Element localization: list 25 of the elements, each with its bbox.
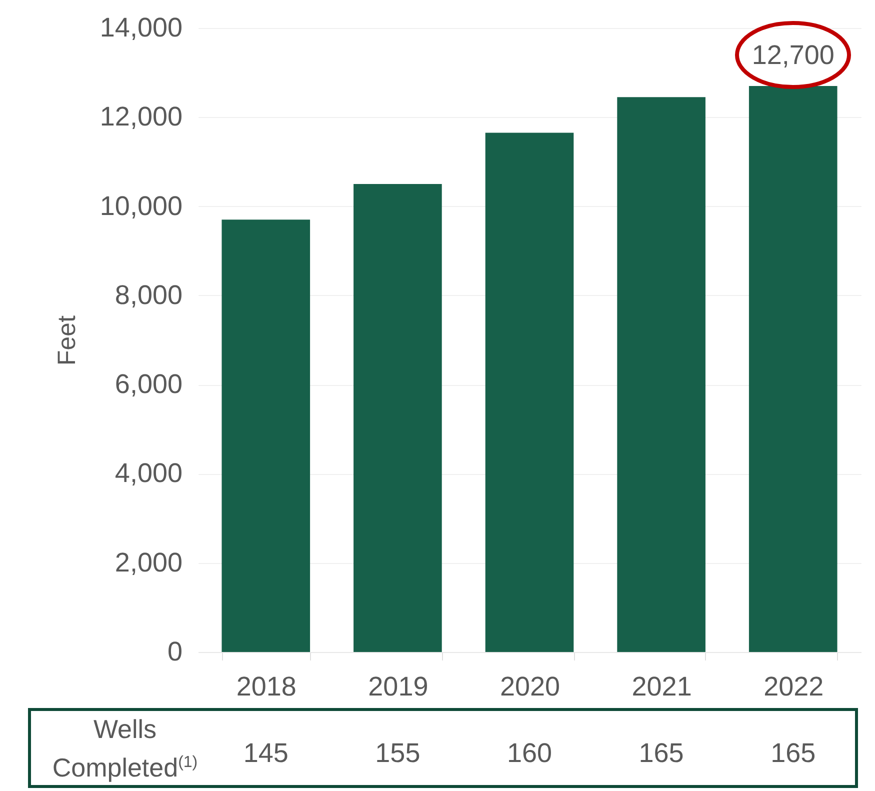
x-tick-label: 2020 bbox=[500, 672, 560, 702]
y-tick-label: 10,000 bbox=[100, 190, 182, 221]
bar bbox=[485, 132, 574, 652]
y-axis-title: Feet bbox=[52, 315, 81, 366]
bar bbox=[354, 184, 442, 652]
y-tick-label: 2,000 bbox=[114, 547, 182, 578]
y-tick-label: 12,000 bbox=[100, 102, 182, 132]
text: 155 bbox=[375, 738, 420, 768]
x-tick-label: 2022 bbox=[764, 672, 824, 702]
text: 165 bbox=[770, 738, 816, 768]
y-tick-label: 6,000 bbox=[114, 369, 182, 400]
x-tick-label: 2019 bbox=[368, 672, 428, 702]
y-tick-label: 0 bbox=[167, 636, 182, 666]
x-tick-label: 2021 bbox=[632, 672, 692, 702]
y-tick-label: 14,000 bbox=[100, 12, 182, 42]
text: Wells Completed$^{(1)}$ bbox=[51, 713, 199, 785]
y-tick-label: 8,000 bbox=[114, 280, 182, 310]
x-tick-label: 2018 bbox=[236, 672, 296, 702]
y-tick-label: 4,000 bbox=[114, 458, 182, 488]
bar bbox=[222, 220, 310, 652]
text: 160 bbox=[506, 738, 552, 768]
text: 165 bbox=[638, 738, 684, 768]
text: 145 bbox=[243, 738, 288, 768]
bar bbox=[617, 97, 706, 652]
data-label: 12,700 bbox=[752, 40, 834, 70]
